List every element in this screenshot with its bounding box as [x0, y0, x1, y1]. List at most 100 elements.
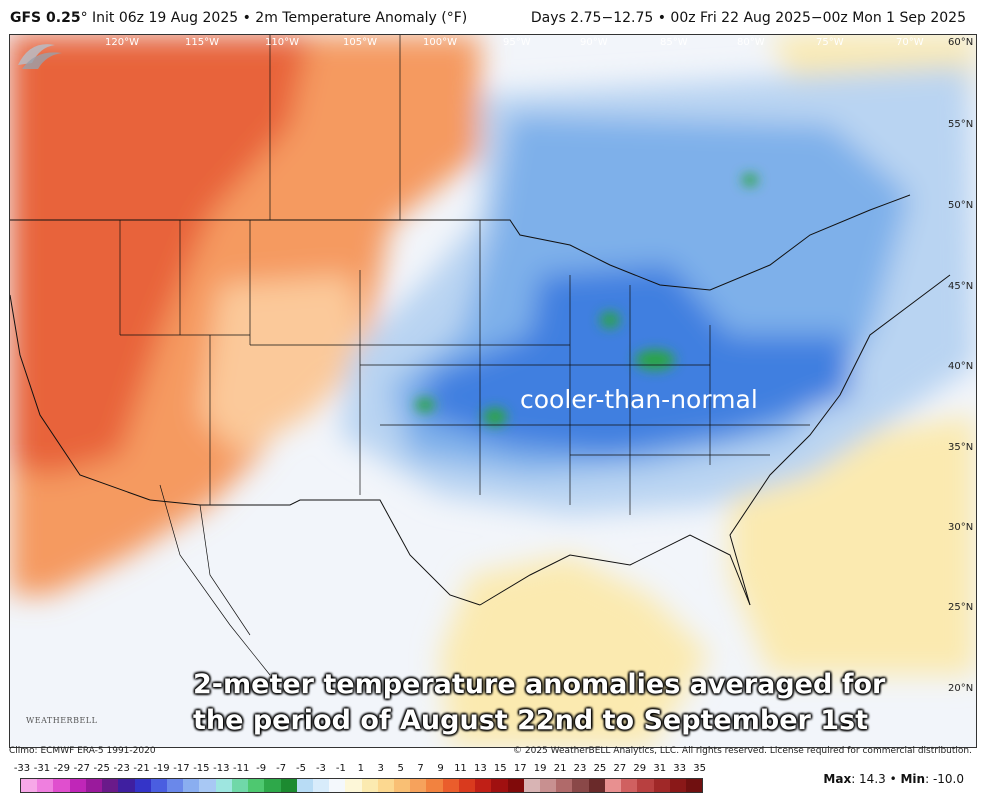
legend-swatch [523, 779, 540, 792]
lat-label: 55°N [948, 119, 973, 130]
lon-label: 70°W [896, 37, 924, 48]
caption-line-1: 2-meter temperature anomalies averaged f… [193, 669, 886, 700]
lat-label: 30°N [948, 522, 973, 533]
caption-line-2: the period of August 22nd to September 1… [193, 705, 868, 736]
extreme-spot-plains [415, 398, 435, 412]
baja-coast [159, 484, 271, 676]
legend-swatch [507, 779, 524, 792]
legend-swatch [183, 779, 200, 792]
lon-label: 80°W [737, 37, 765, 48]
legend-tick-label: 33 [673, 763, 687, 774]
lon-label: 105°W [343, 37, 377, 48]
init-text: Init 06z 19 Aug 2025 • 2m Temperature An… [87, 10, 468, 26]
us-canada-border [10, 194, 911, 291]
legend-swatch [69, 779, 86, 792]
legend-tick-label: -21 [133, 763, 150, 774]
longitude-labels: 120°W 115°W 110°W 105°W 100°W 95°W 90°W … [105, 37, 924, 48]
legend-tick-label: 1 [357, 763, 364, 774]
legend-tick-label: -25 [93, 763, 110, 774]
legend-tick-label: -15 [193, 763, 210, 774]
legend-swatch [604, 779, 622, 792]
legend-tick-label: 25 [593, 763, 607, 774]
lon-label: 110°W [265, 37, 299, 48]
legend-tick-label: -29 [53, 763, 71, 774]
legend-tick-label: 5 [397, 763, 404, 774]
legend-swatch [491, 779, 508, 792]
lon-label: 90°W [580, 37, 608, 48]
anomaly-field [10, 35, 976, 747]
legend-swatch [296, 779, 313, 792]
extreme-spot-illinois [635, 350, 675, 370]
legend-swatch [231, 779, 249, 792]
legend-tick-label: 31 [653, 763, 667, 774]
map-caption: 2-meter temperature anomalies averaged f… [193, 667, 885, 739]
legend-tick-label: -11 [233, 763, 250, 774]
legend-tick-label: 19 [533, 763, 547, 774]
legend-swatch [312, 779, 330, 792]
legend-swatch [621, 779, 638, 792]
min-label: Min [900, 772, 926, 786]
legend-swatch [426, 779, 443, 792]
min-value: : -10.0 [925, 772, 964, 786]
legend-tick-label: -13 [213, 763, 230, 774]
legend-swatch [199, 779, 216, 792]
legend-tick-label: 3 [377, 763, 384, 774]
political-borders [10, 35, 951, 676]
lat-label: 35°N [948, 442, 973, 453]
legend-swatch [37, 779, 54, 792]
legend-tick-label: 13 [473, 763, 487, 774]
legend-swatch [685, 779, 703, 792]
legend-swatch [572, 779, 589, 792]
legend-tick-label: -9 [256, 763, 267, 774]
legend-tick-label: -1 [335, 763, 346, 774]
lat-label: 50°N [948, 200, 973, 211]
legend-tick-label: -19 [153, 763, 170, 774]
max-value: : 14.3 [851, 772, 886, 786]
legend-swatch [21, 779, 38, 792]
legend-swatch [166, 779, 184, 792]
legend-tick-label: 21 [553, 763, 567, 774]
legend-swatch [102, 779, 119, 792]
legend-tick-label: 29 [633, 763, 647, 774]
lat-label: 20°N [948, 683, 973, 694]
legend-swatch [669, 779, 686, 792]
legend-swatch [345, 779, 362, 792]
gulf-pale-yellow [440, 555, 710, 747]
lat-label: 40°N [948, 361, 973, 372]
lat-label: 60°N [948, 37, 973, 48]
latitude-labels: 60°N 55°N 50°N 45°N 40°N 35°N 30°N 25°N … [948, 37, 973, 694]
legend-swatch [588, 779, 605, 792]
legend-swatch [458, 779, 476, 792]
degree-symbol: ° [80, 10, 88, 26]
lon-label: 95°W [503, 37, 531, 48]
legend-tick-label: 17 [513, 763, 527, 774]
climo-note: Climo: ECMWF ERA-5 1991-2020 [9, 746, 156, 756]
logo-swirl-icon [18, 44, 55, 65]
valid-period: Days 2.75−12.75 • 00z Fri 22 Aug 2025−00… [530, 10, 966, 26]
weatherbell-logo [18, 44, 62, 69]
anomaly-map: 120°W 115°W 110°W 105°W 100°W 95°W 90°W … [9, 34, 977, 748]
extreme-spot-ontario [742, 174, 758, 186]
legend-swatch [280, 779, 297, 792]
legend-swatch [442, 779, 459, 792]
lat-label: 25°N [948, 602, 973, 613]
lat-label: 45°N [948, 281, 973, 292]
pacific-coast [10, 294, 151, 501]
lon-label: 75°W [816, 37, 844, 48]
extreme-spots [415, 174, 758, 426]
legend-tick-label: 9 [437, 763, 444, 774]
gulf-coast [479, 534, 751, 606]
legend-swatch [85, 779, 103, 792]
province-borders [269, 35, 401, 220]
chart-title: GFS 0.25° Init 06z 19 Aug 2025 • 2m Temp… [10, 10, 467, 26]
legend-tick-label: -7 [276, 763, 287, 774]
model-name: GFS 0.25 [10, 10, 81, 26]
legend-swatch [410, 779, 427, 792]
logo-swirl-icon [22, 52, 62, 69]
legend-swatch [118, 779, 135, 792]
extreme-spot-iowa [600, 312, 620, 328]
legend-swatch [377, 779, 395, 792]
lon-label: 115°W [185, 37, 219, 48]
legend-tick-label: 11 [454, 763, 467, 774]
lon-label: 100°W [423, 37, 457, 48]
